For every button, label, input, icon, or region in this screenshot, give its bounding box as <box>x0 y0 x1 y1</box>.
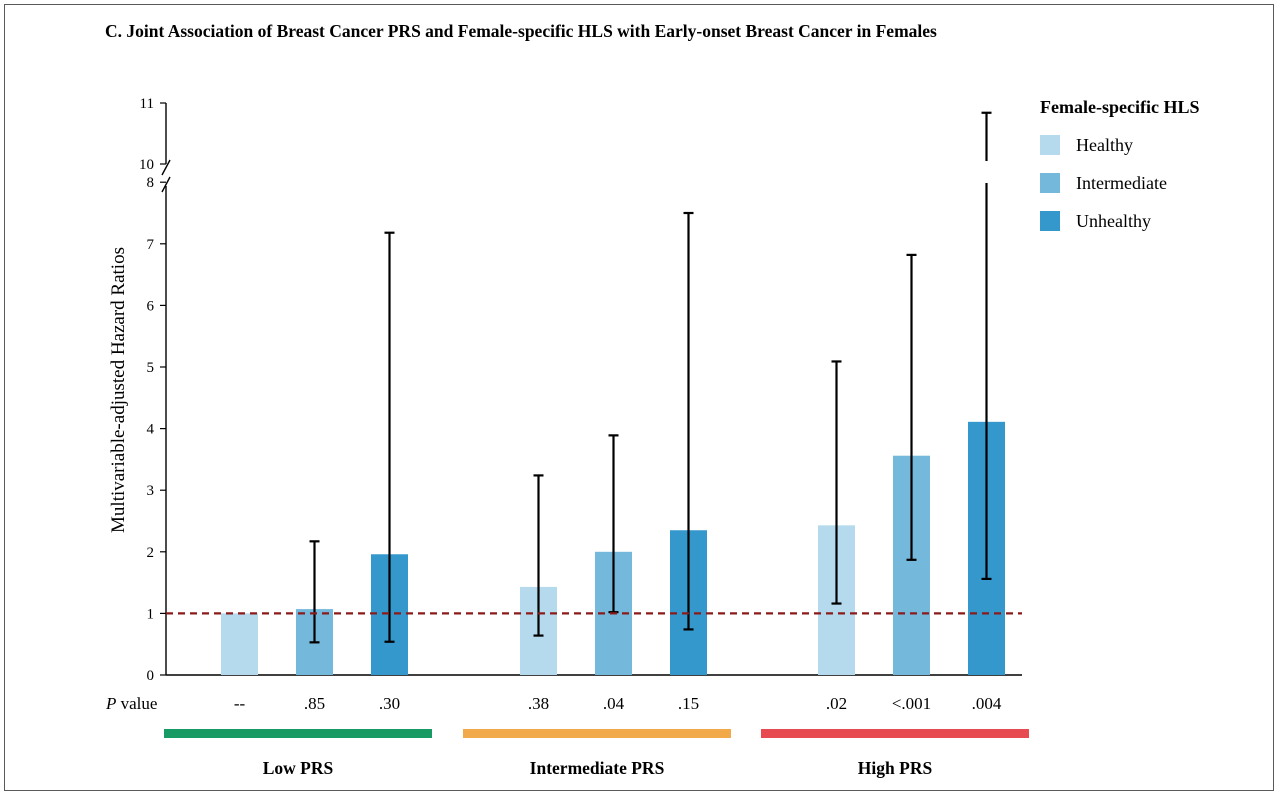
group-label: Low PRS <box>263 758 334 778</box>
legend-item: Intermediate <box>1040 164 1200 202</box>
group-bar <box>164 729 432 738</box>
legend-swatch <box>1040 135 1060 155</box>
pvalue-label: .38 <box>528 694 549 713</box>
y-tick-label: 1 <box>147 606 155 622</box>
y-tick-label: 5 <box>147 360 155 376</box>
legend-swatch <box>1040 173 1060 193</box>
legend-swatch <box>1040 211 1060 231</box>
legend-item: Healthy <box>1040 126 1200 164</box>
group-label: Intermediate PRS <box>530 758 665 778</box>
pvalue-label: .004 <box>972 694 1002 713</box>
legend: Female-specific HLS Healthy Intermediate U… <box>1040 88 1200 240</box>
legend-label: Healthy <box>1076 134 1133 155</box>
group-bar <box>463 729 731 738</box>
pvalue-label: .85 <box>304 694 325 713</box>
pvalue-axis-label: P value <box>105 694 157 713</box>
chart-title: C. Joint Association of Breast Cancer PR… <box>105 21 937 41</box>
legend-label: Intermediate <box>1076 172 1167 193</box>
y-tick-label: 0 <box>147 668 155 684</box>
pvalue-label: .30 <box>379 694 400 713</box>
axis-break-mark-upper <box>161 159 171 176</box>
pvalue-label: .04 <box>603 694 625 713</box>
axis-break-mark-lower <box>161 176 171 193</box>
legend-label: Unhealthy <box>1076 210 1151 231</box>
pvalue-label: .02 <box>826 694 847 713</box>
pvalue-label: .15 <box>678 694 699 713</box>
pvalue-label: <.001 <box>892 694 931 713</box>
y-tick-label: 8 <box>147 175 155 191</box>
y-axis-label: Multivariable-adjusted Hazard Ratios <box>108 247 129 533</box>
group-label: High PRS <box>858 758 932 778</box>
group-bar <box>761 729 1029 738</box>
y-tick-label: 11 <box>140 96 154 112</box>
pvalue-label-italic: P <box>105 694 116 713</box>
pvalue-label: -- <box>234 694 246 713</box>
legend-item: Unhealthy <box>1040 202 1200 240</box>
y-tick-label: 3 <box>147 483 155 499</box>
y-tick-label: 10 <box>139 157 154 173</box>
pvalue-label-rest: value <box>116 694 157 713</box>
y-tick-label: 6 <box>147 298 155 314</box>
bar <box>221 613 258 675</box>
legend-title: Female-specific HLS <box>1040 97 1200 117</box>
figure-frame <box>4 4 1274 791</box>
y-tick-label: 4 <box>147 422 155 438</box>
y-tick-label: 7 <box>147 237 155 253</box>
y-tick-label: 2 <box>147 545 155 561</box>
